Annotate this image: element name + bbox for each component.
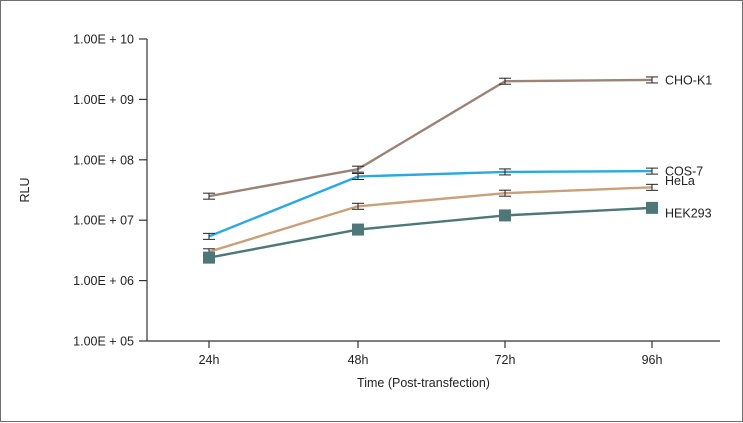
error-bar-cho-k1: [352, 165, 364, 173]
error-bar-cos-7: [499, 168, 511, 176]
series-label-cos-7: COS-7: [665, 165, 703, 179]
y-tick-label: 1.00E + 05: [73, 335, 134, 349]
series-label-hela: HeLa: [665, 174, 695, 188]
y-axis-title: RLU: [18, 177, 32, 202]
axes: [139, 38, 720, 348]
error-bar-cos-7: [352, 172, 364, 180]
error-bar-hela: [352, 202, 364, 210]
y-tick-label: 1.00E + 06: [73, 274, 134, 288]
series-line-hela: [208, 186, 653, 253]
series-line-hek293: [208, 206, 653, 259]
error-bar-hela: [646, 183, 658, 191]
data-point-hek293: [352, 223, 364, 236]
series-label-cho-k1: CHO-K1: [665, 73, 712, 87]
data-point-hek293: [646, 201, 658, 214]
x-tick-label: 96h: [642, 353, 663, 367]
tick-labels: 1.00E + 05 1.00E + 06 1.00E + 07 1.00E + 08…: [73, 33, 662, 368]
x-axis-title: Time (Post-transfection): [357, 376, 490, 390]
error-bar-cho-k1: [203, 192, 215, 200]
x-tick-label: 48h: [348, 353, 369, 367]
data-point-hek293: [499, 209, 511, 222]
data-point-hek293: [203, 251, 215, 264]
y-tick-label: 1.00E + 08: [73, 153, 134, 167]
error-bar-cho-k1: [499, 77, 511, 85]
x-tick-label: 72h: [495, 353, 516, 367]
error-bars: [203, 76, 658, 256]
y-tick-label: 1.00E + 09: [73, 93, 134, 107]
error-bar-cos-7: [203, 232, 215, 240]
error-bar-hela: [499, 189, 511, 197]
y-tick-label: 1.00E + 07: [73, 214, 134, 228]
error-bar-cho-k1: [646, 76, 658, 84]
series-lines: [208, 78, 653, 259]
series-markers: [203, 201, 658, 264]
y-tick-label: 1.00E + 10: [73, 33, 134, 47]
error-bar-cos-7: [646, 167, 658, 175]
x-tick-label: 24h: [199, 353, 220, 367]
series-line-cho-k1: [208, 78, 653, 198]
series-line-cos-7: [208, 169, 653, 238]
series-label-hek293: HEK293: [665, 206, 712, 220]
